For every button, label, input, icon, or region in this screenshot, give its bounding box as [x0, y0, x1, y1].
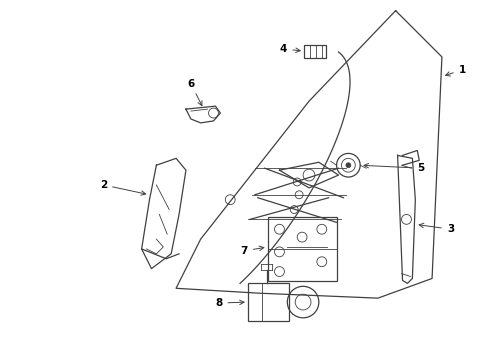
Text: 8: 8 — [215, 298, 244, 308]
Text: 6: 6 — [187, 78, 202, 105]
Text: 7: 7 — [241, 246, 264, 256]
Text: 5: 5 — [364, 163, 424, 173]
Circle shape — [346, 163, 351, 168]
Text: 4: 4 — [280, 44, 300, 54]
Text: 1: 1 — [445, 65, 466, 76]
Text: 3: 3 — [419, 223, 454, 234]
Text: 2: 2 — [100, 180, 146, 195]
